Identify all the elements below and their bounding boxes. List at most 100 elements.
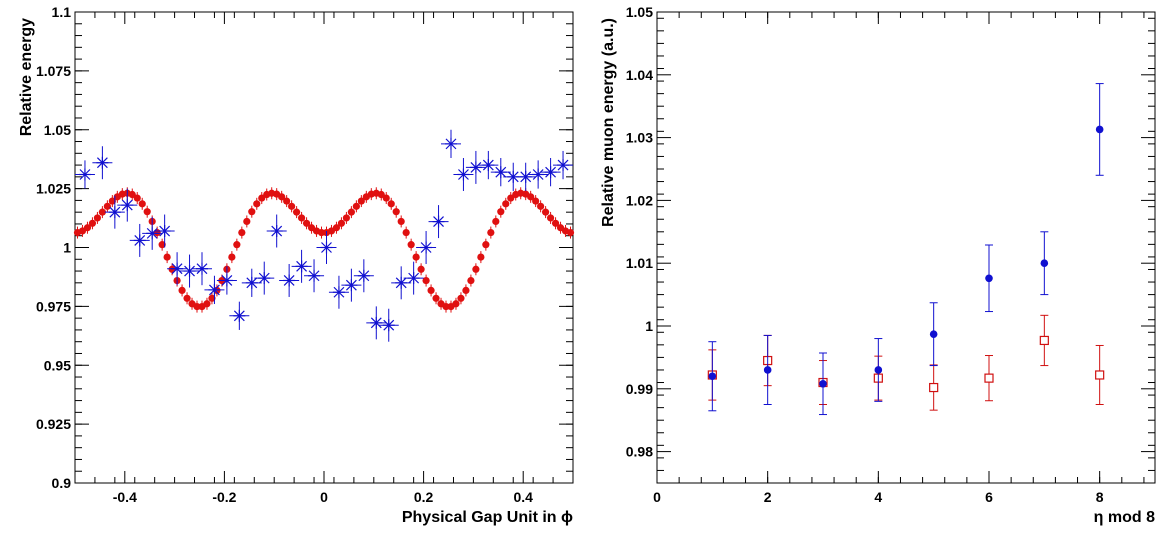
fit-point bbox=[407, 241, 415, 249]
fit-point bbox=[297, 214, 306, 222]
open-square-marker bbox=[929, 382, 939, 393]
data-point bbox=[92, 146, 113, 180]
fit-point bbox=[457, 294, 465, 302]
y-tick-label: 0.95 bbox=[44, 357, 71, 373]
data-point bbox=[478, 150, 499, 180]
fit-point bbox=[258, 194, 266, 202]
data-point bbox=[304, 259, 325, 293]
right-panel: 0 2 4 6 8 0.98 0.99 1 1.01 1.02 1.03 1.04 1.05 η mod … bbox=[600, 4, 1156, 526]
fit-point bbox=[542, 208, 550, 216]
x-tick-label: -0.4 bbox=[113, 489, 137, 505]
y-tick-label: 0.99 bbox=[626, 381, 653, 397]
fit-point bbox=[492, 217, 500, 226]
fit-point bbox=[93, 214, 102, 222]
fit-point bbox=[477, 253, 485, 261]
y-tick-label: 0.98 bbox=[626, 444, 653, 460]
fit-point bbox=[472, 265, 480, 273]
data-point bbox=[328, 275, 349, 309]
data-point bbox=[403, 261, 424, 295]
fit-point bbox=[88, 219, 97, 227]
y-tick-label: 1.1 bbox=[52, 4, 72, 20]
x-tick-label: 0 bbox=[320, 489, 328, 505]
data-point bbox=[117, 188, 138, 222]
data-point bbox=[216, 266, 237, 295]
y-tick-label: 1.04 bbox=[626, 67, 653, 83]
data-point bbox=[229, 301, 250, 330]
fit-point bbox=[83, 224, 92, 232]
fit-point bbox=[546, 214, 555, 222]
fit-point bbox=[566, 228, 575, 237]
fit-point bbox=[452, 300, 460, 308]
fit-point bbox=[497, 208, 505, 216]
circle-point bbox=[763, 334, 772, 405]
fit-point bbox=[143, 208, 151, 216]
y-tick-label: 1 bbox=[63, 240, 71, 256]
y-tick-label: 1.03 bbox=[626, 130, 653, 146]
square-point bbox=[1039, 314, 1049, 367]
data-point bbox=[154, 214, 175, 248]
fit-point bbox=[203, 300, 211, 308]
fit-point bbox=[442, 303, 450, 311]
fit-point bbox=[233, 241, 241, 249]
filled-circle-marker bbox=[985, 274, 993, 283]
data-point bbox=[266, 214, 287, 248]
x-tick-label: -0.2 bbox=[212, 489, 236, 505]
fit-point bbox=[183, 294, 191, 302]
fit-point bbox=[288, 202, 296, 210]
x-tick-label: 2 bbox=[764, 489, 772, 505]
open-square-marker bbox=[1039, 335, 1049, 346]
fit-point bbox=[432, 294, 440, 302]
fit-point bbox=[342, 214, 351, 222]
data-point bbox=[391, 266, 412, 300]
fit-point bbox=[417, 265, 425, 273]
square-point bbox=[984, 355, 994, 402]
data-point bbox=[528, 160, 549, 189]
fit-point bbox=[283, 197, 291, 205]
circle-point bbox=[1040, 231, 1049, 296]
fit-point bbox=[482, 241, 490, 249]
data-point bbox=[366, 306, 387, 340]
data-point bbox=[191, 252, 212, 286]
fit-point bbox=[502, 200, 510, 208]
fit-point bbox=[108, 197, 116, 205]
filled-circle-marker bbox=[708, 372, 717, 381]
fit-point bbox=[422, 276, 430, 285]
data-point bbox=[416, 231, 437, 264]
fit-point bbox=[302, 219, 311, 227]
fit-point bbox=[278, 193, 286, 201]
data-point bbox=[279, 263, 300, 297]
data-point bbox=[74, 160, 95, 189]
fit-point bbox=[487, 228, 495, 237]
fit-point bbox=[337, 219, 346, 227]
filled-circle-marker bbox=[819, 379, 827, 388]
x-tick-label: 0 bbox=[653, 489, 661, 505]
fit-point bbox=[551, 219, 560, 227]
open-square-marker bbox=[984, 373, 994, 383]
data-point bbox=[540, 158, 561, 187]
fit-point bbox=[178, 286, 186, 295]
fit-point bbox=[248, 208, 256, 216]
fit-point bbox=[537, 202, 545, 210]
y-tick-label: 1 bbox=[645, 318, 653, 334]
circle-point bbox=[874, 338, 883, 402]
fit-point bbox=[462, 286, 470, 295]
circle-point bbox=[819, 352, 827, 416]
data-point bbox=[428, 205, 449, 239]
x-axis-label: η mod 8 bbox=[1094, 509, 1155, 526]
data-point bbox=[204, 275, 225, 305]
data-point bbox=[129, 223, 150, 257]
filled-circle-marker bbox=[763, 366, 772, 374]
y-tick-label: 1.075 bbox=[36, 63, 71, 79]
data-point bbox=[453, 158, 474, 191]
fit-point bbox=[377, 190, 385, 199]
fit-point bbox=[467, 276, 475, 285]
data-point bbox=[353, 259, 374, 293]
fit-point bbox=[243, 217, 251, 226]
fit-point bbox=[228, 253, 236, 261]
data-point bbox=[291, 249, 312, 283]
fit-point bbox=[98, 208, 106, 216]
x-tick-label: 0.2 bbox=[414, 489, 434, 505]
data-point bbox=[142, 216, 163, 250]
left-panel: -0.4 -0.2 0 0.2 0.4 0.9 0.925 0.95 0.975 1 1.025 1.… bbox=[18, 4, 575, 526]
filled-circle-marker bbox=[1095, 125, 1104, 134]
